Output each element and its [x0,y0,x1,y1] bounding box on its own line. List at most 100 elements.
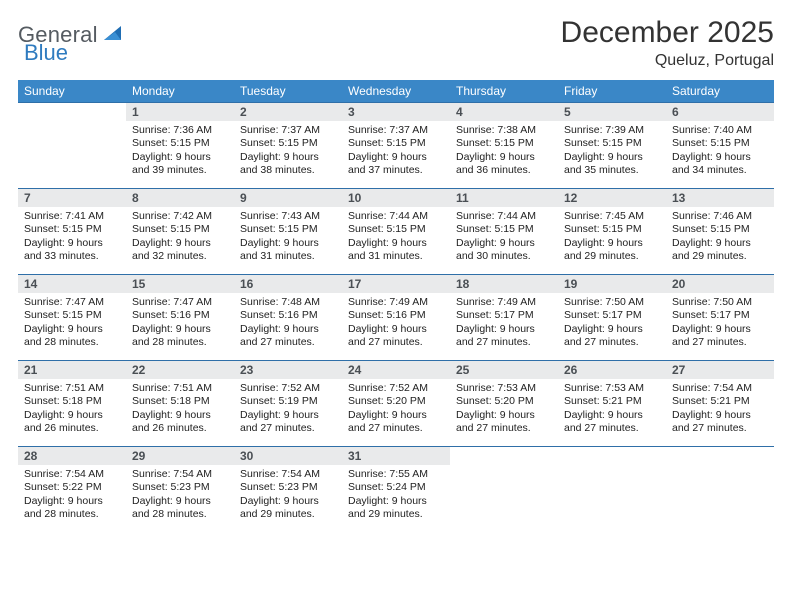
daylight-line-1: Daylight: 9 hours [564,151,660,164]
day-body: Sunrise: 7:39 AMSunset: 5:15 PMDaylight:… [558,121,666,182]
calendar-cell: 14Sunrise: 7:47 AMSunset: 5:15 PMDayligh… [18,275,126,361]
calendar-cell: 15Sunrise: 7:47 AMSunset: 5:16 PMDayligh… [126,275,234,361]
daylight-line-1: Daylight: 9 hours [132,323,228,336]
daylight-line-1: Daylight: 9 hours [240,237,336,250]
daylight-line-2: and 27 minutes. [240,336,336,349]
day-number: 21 [18,361,126,379]
calendar-cell: 22Sunrise: 7:51 AMSunset: 5:18 PMDayligh… [126,361,234,447]
sunset-line: Sunset: 5:15 PM [24,309,120,322]
sunset-line: Sunset: 5:15 PM [456,223,552,236]
daylight-line-1: Daylight: 9 hours [24,495,120,508]
daylight-line-1: Daylight: 9 hours [456,237,552,250]
daylight-line-1: Daylight: 9 hours [348,495,444,508]
weekday-header: Wednesday [342,80,450,103]
daylight-line-1: Daylight: 9 hours [672,323,768,336]
title-block: December 2025 Queluz, Portugal [561,16,774,70]
daylight-line-1: Daylight: 9 hours [672,151,768,164]
calendar-cell: 31Sunrise: 7:55 AMSunset: 5:24 PMDayligh… [342,447,450,533]
day-body: Sunrise: 7:44 AMSunset: 5:15 PMDaylight:… [342,207,450,268]
calendar-row: 1Sunrise: 7:36 AMSunset: 5:15 PMDaylight… [18,103,774,189]
sunset-line: Sunset: 5:15 PM [240,137,336,150]
day-body: Sunrise: 7:40 AMSunset: 5:15 PMDaylight:… [666,121,774,182]
sunrise-line: Sunrise: 7:54 AM [672,382,768,395]
calendar-cell: 29Sunrise: 7:54 AMSunset: 5:23 PMDayligh… [126,447,234,533]
sunset-line: Sunset: 5:15 PM [672,223,768,236]
sunrise-line: Sunrise: 7:39 AM [564,124,660,137]
day-number: 28 [18,447,126,465]
sunset-line: Sunset: 5:15 PM [24,223,120,236]
day-body: Sunrise: 7:52 AMSunset: 5:20 PMDaylight:… [342,379,450,440]
day-body: Sunrise: 7:55 AMSunset: 5:24 PMDaylight:… [342,465,450,526]
day-body: Sunrise: 7:54 AMSunset: 5:23 PMDaylight:… [234,465,342,526]
day-body: Sunrise: 7:43 AMSunset: 5:15 PMDaylight:… [234,207,342,268]
daylight-line-2: and 27 minutes. [672,422,768,435]
day-body: Sunrise: 7:46 AMSunset: 5:15 PMDaylight:… [666,207,774,268]
daylight-line-1: Daylight: 9 hours [348,409,444,422]
daylight-line-1: Daylight: 9 hours [24,237,120,250]
daylight-line-1: Daylight: 9 hours [132,237,228,250]
day-number: 20 [666,275,774,293]
sunset-line: Sunset: 5:16 PM [132,309,228,322]
sunset-line: Sunset: 5:17 PM [564,309,660,322]
brand-sail-icon [102,23,124,48]
day-body: Sunrise: 7:44 AMSunset: 5:15 PMDaylight:… [450,207,558,268]
calendar-cell: 20 Sunrise: 7:50 AMSunset: 5:17 PMDayligh… [666,275,774,361]
day-body: Sunrise: 7:47 AMSunset: 5:16 PMDaylight:… [126,293,234,354]
calendar-cell: 18Sunrise: 7:49 AMSunset: 5:17 PMDayligh… [450,275,558,361]
sunset-line: Sunset: 5:15 PM [564,137,660,150]
daylight-line-1: Daylight: 9 hours [456,409,552,422]
sunrise-line: Sunrise: 7:40 AM [672,124,768,137]
daylight-line-1: Daylight: 9 hours [348,151,444,164]
sunset-line: Sunset: 5:19 PM [240,395,336,408]
sunset-line: Sunset: 5:15 PM [132,223,228,236]
sunrise-line: Sunrise: 7:44 AM [348,210,444,223]
page-header: General December 2025 Queluz, Portugal [18,16,774,70]
day-body: Sunrise: 7:52 AMSunset: 5:19 PMDaylight:… [234,379,342,440]
sunrise-line: Sunrise: 7:52 AM [240,382,336,395]
daylight-line-2: and 31 minutes. [240,250,336,263]
day-number: 9 [234,189,342,207]
sunset-line: Sunset: 5:17 PM [672,309,768,322]
day-body: Sunrise: 7:36 AMSunset: 5:15 PMDaylight:… [126,121,234,182]
calendar-cell [666,447,774,533]
day-number: 19 [558,275,666,293]
sunrise-line: Sunrise: 7:54 AM [24,468,120,481]
day-number: 23 [234,361,342,379]
calendar-row: 14Sunrise: 7:47 AMSunset: 5:15 PMDayligh… [18,275,774,361]
sunrise-line: Sunrise: 7:45 AM [564,210,660,223]
calendar-row: 7Sunrise: 7:41 AMSunset: 5:15 PMDaylight… [18,189,774,275]
calendar-cell: 27Sunrise: 7:54 AMSunset: 5:21 PMDayligh… [666,361,774,447]
calendar-cell: 19Sunrise: 7:50 AMSunset: 5:17 PMDayligh… [558,275,666,361]
daylight-line-1: Daylight: 9 hours [456,323,552,336]
month-title: December 2025 [561,16,774,50]
sunrise-line: Sunrise: 7:51 AM [24,382,120,395]
sunrise-line: Sunrise: 7:50 AM [672,296,768,309]
day-number: 1 [126,103,234,121]
sunrise-line: Sunrise: 7:54 AM [240,468,336,481]
day-number: 12 [558,189,666,207]
daylight-line-2: and 30 minutes. [456,250,552,263]
weekday-header: Monday [126,80,234,103]
calendar-cell: 11Sunrise: 7:44 AMSunset: 5:15 PMDayligh… [450,189,558,275]
calendar-cell: 28Sunrise: 7:54 AMSunset: 5:22 PMDayligh… [18,447,126,533]
sunset-line: Sunset: 5:15 PM [456,137,552,150]
daylight-line-2: and 37 minutes. [348,164,444,177]
sunrise-line: Sunrise: 7:37 AM [240,124,336,137]
daylight-line-1: Daylight: 9 hours [132,409,228,422]
daylight-line-2: and 35 minutes. [564,164,660,177]
day-number: 29 [126,447,234,465]
calendar-head: SundayMondayTuesdayWednesdayThursdayFrid… [18,80,774,103]
calendar-cell: 7Sunrise: 7:41 AMSunset: 5:15 PMDaylight… [18,189,126,275]
calendar-cell: 2Sunrise: 7:37 AMSunset: 5:15 PMDaylight… [234,103,342,189]
day-number: 6 [666,103,774,121]
calendar-cell: 26Sunrise: 7:53 AMSunset: 5:21 PMDayligh… [558,361,666,447]
day-number: 8 [126,189,234,207]
day-number: 25 [450,361,558,379]
daylight-line-1: Daylight: 9 hours [132,151,228,164]
sunset-line: Sunset: 5:15 PM [240,223,336,236]
day-number: 17 [342,275,450,293]
calendar-cell: 9Sunrise: 7:43 AMSunset: 5:15 PMDaylight… [234,189,342,275]
sunset-line: Sunset: 5:17 PM [456,309,552,322]
daylight-line-1: Daylight: 9 hours [564,323,660,336]
calendar-cell [558,447,666,533]
